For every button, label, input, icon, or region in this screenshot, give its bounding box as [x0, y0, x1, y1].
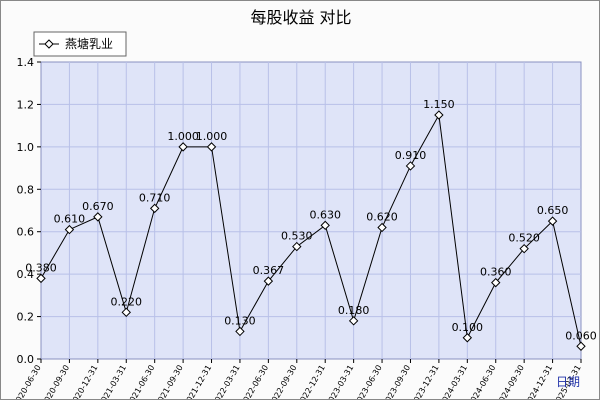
data-label: 0.910 — [395, 149, 427, 162]
data-label: 0.100 — [452, 321, 484, 334]
x-tick-label: 2020-12-31 — [69, 364, 100, 400]
data-point — [149, 203, 160, 214]
data-point — [206, 142, 217, 152]
y-tick-label: 0.0 — [17, 353, 35, 366]
series-points — [36, 110, 586, 351]
data-point — [491, 277, 501, 288]
data-label: 0.620 — [366, 210, 398, 223]
data-point — [93, 212, 103, 222]
data-point — [377, 222, 387, 233]
x-axis-ticks: 2020-06-302020-09-302020-12-312021-03-31… — [12, 359, 583, 403]
data-point — [405, 161, 416, 171]
data-label: 0.670 — [82, 200, 114, 213]
y-tick-label: 0.2 — [17, 311, 35, 324]
data-label: 0.367 — [253, 264, 285, 277]
legend: 燕塘乳业 — [33, 31, 127, 57]
data-point — [263, 276, 274, 286]
y-tick-label: 0.4 — [17, 268, 35, 281]
x-tick-label: 2022-09-30 — [267, 364, 298, 400]
y-tick-label: 0.8 — [17, 183, 35, 196]
x-tick-label: 2022-06-30 — [239, 364, 270, 400]
plot-area — [40, 61, 582, 360]
data-label: 0.650 — [537, 204, 569, 217]
data-label: 0.710 — [139, 191, 171, 204]
y-axis-ticks: 0.0 0.2 0.4 0.6 0.8 1.0 1.2 1.4 — [17, 56, 41, 366]
data-label: 0.130 — [224, 314, 256, 327]
data-point — [235, 326, 245, 337]
data-point — [519, 243, 529, 254]
x-tick-label: 2022-12-31 — [296, 364, 327, 400]
series-line — [40, 113, 582, 347]
x-tick-label: 2021-09-30 — [154, 364, 185, 400]
x-tick-label: 2020-09-30 — [40, 364, 71, 400]
x-tick-label: 2023-03-31 — [324, 364, 355, 400]
data-label: 0.630 — [309, 208, 341, 221]
x-tick-label: 2024-09-30 — [495, 364, 526, 400]
data-point — [36, 273, 46, 284]
x-tick-label: 2023-12-31 — [410, 364, 441, 400]
data-point — [64, 224, 75, 235]
data-point — [547, 216, 558, 226]
data-point — [462, 333, 473, 343]
data-label: 0.220 — [111, 295, 143, 308]
legend-diamond-icon — [44, 39, 54, 49]
x-tick-label: 2023-09-30 — [381, 364, 412, 400]
chart-title: 每股收益 对比 — [250, 8, 351, 27]
data-point — [576, 341, 586, 351]
data-point — [292, 241, 302, 252]
data-label: 0.380 — [25, 261, 57, 274]
data-label: 0.360 — [480, 266, 512, 279]
data-label: 1.150 — [423, 98, 455, 111]
x-tick-label: 2021-06-30 — [125, 364, 156, 400]
y-tick-label: 1.2 — [17, 98, 35, 111]
data-label: 0.530 — [281, 230, 313, 243]
data-label: 1.000 — [167, 130, 199, 143]
data-label: 0.180 — [338, 304, 370, 317]
data-point — [178, 142, 188, 152]
x-tick-label: 2023-06-30 — [353, 364, 384, 400]
x-tick-label: 2020-06-30 — [12, 364, 43, 400]
x-tick-label: 2021-03-31 — [97, 364, 128, 400]
x-tick-label: 2024-12-31 — [523, 364, 554, 400]
data-label: 0.060 — [565, 329, 597, 342]
y-tick-label: 1.4 — [17, 56, 35, 69]
x-axis-end-label: 日期 — [556, 375, 580, 389]
data-point — [121, 307, 131, 318]
series-lines — [40, 113, 582, 347]
data-label: 0.610 — [54, 213, 86, 226]
data-label: 1.000 — [196, 130, 228, 143]
data-point — [348, 316, 359, 326]
x-tick-label: 2024-06-30 — [466, 363, 497, 399]
data-point — [320, 220, 330, 231]
y-tick-label: 1.0 — [17, 141, 35, 154]
x-tick-label: 2024-03-31 — [438, 364, 469, 400]
legend-label: 燕塘乳业 — [65, 36, 113, 51]
x-tick-label: 2022-03-31 — [211, 364, 242, 400]
y-tick-label: 0.6 — [17, 226, 35, 239]
data-point — [434, 110, 444, 120]
data-label: 0.520 — [508, 232, 540, 245]
x-tick-label: 2021-12-31 — [182, 364, 213, 400]
